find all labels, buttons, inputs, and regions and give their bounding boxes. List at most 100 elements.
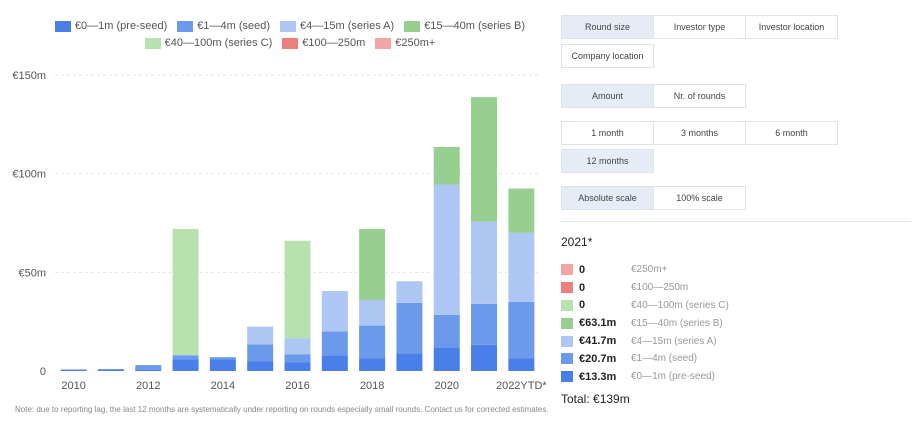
bar-segment[interactable] <box>396 281 423 303</box>
round-size-button[interactable]: Round size <box>561 15 654 39</box>
y-tick-label: €150m <box>12 70 46 82</box>
period-row: 1 month 3 months 6 month <box>561 121 911 145</box>
legend-row-1: €0—1m (pre-seed) €1—4m (seed) €4—15m (se… <box>54 20 525 32</box>
chart-area: €0—1m (pre-seed) €1—4m (seed) €4—15m (se… <box>12 20 548 414</box>
bar-segment[interactable] <box>60 369 87 371</box>
bar-segment[interactable] <box>284 362 311 371</box>
legend-label: €40—100m (series C) <box>164 37 273 49</box>
bar-segment[interactable] <box>321 331 348 356</box>
bar-segment[interactable] <box>433 147 460 185</box>
nr-of-rounds-button[interactable]: Nr. of rounds <box>653 84 746 108</box>
bar-segment[interactable] <box>359 228 386 300</box>
company-location-button[interactable]: Company location <box>561 44 654 68</box>
legend-swatch <box>280 20 297 32</box>
summary-swatch <box>561 371 573 383</box>
period-3-months-button[interactable]: 3 months <box>653 121 746 145</box>
legend-item[interactable]: €40—100m (series C) <box>144 37 273 49</box>
legend-item[interactable]: €100—250m <box>282 37 365 49</box>
investor-type-button[interactable]: Investor type <box>653 15 746 39</box>
bar-segment[interactable] <box>396 302 423 354</box>
legend-label: €1—4m (seed) <box>197 20 271 32</box>
bar-segment[interactable] <box>359 299 386 326</box>
summary-item: €63.1m €15—40m (series B) <box>561 314 729 332</box>
period-12-months-button[interactable]: 12 months <box>561 149 654 173</box>
legend-item[interactable]: €250m+ <box>375 37 435 49</box>
legend-item[interactable]: €1—4m (seed) <box>177 20 270 32</box>
summary-label: €40—100m (series C) <box>631 299 729 311</box>
summary-value: €20.7m <box>579 352 617 365</box>
bar-segment[interactable] <box>396 353 423 371</box>
y-tick-label: €100m <box>12 169 46 181</box>
bar-segment[interactable] <box>172 355 199 360</box>
legend-swatch <box>177 20 194 32</box>
bar-segment[interactable] <box>247 344 274 362</box>
x-tick-label: 2010 <box>61 380 85 392</box>
summary-item: €13.3m €0—1m (pre-seed) <box>561 368 729 386</box>
bar-segment[interactable] <box>508 188 535 233</box>
summary-item: €20.7m €1—4m (seed) <box>561 350 729 368</box>
summary-label: €100—250m <box>631 282 689 294</box>
summary-item: €41.7m €4—15m (series A) <box>561 332 729 350</box>
bar-segment[interactable] <box>433 314 460 348</box>
bar-segment[interactable] <box>321 355 348 371</box>
bar-segment[interactable] <box>97 370 124 371</box>
summary-value: €63.1m <box>579 317 617 330</box>
bar-segment[interactable] <box>247 326 274 345</box>
period-6-month-button[interactable]: 6 month <box>745 121 838 145</box>
bar-segment[interactable] <box>284 354 311 363</box>
y-tick-label: €50m <box>18 267 46 279</box>
legend-label: €4—15m (series A) <box>300 20 395 32</box>
bar-segment[interactable] <box>471 344 498 371</box>
investor-location-button[interactable]: Investor location <box>745 15 838 39</box>
bar-segment[interactable] <box>284 240 311 339</box>
summary-swatch <box>561 282 573 294</box>
bar-segment[interactable] <box>508 301 535 359</box>
bar-segment[interactable] <box>209 357 236 360</box>
bar-segment[interactable] <box>508 358 535 371</box>
bar-segment[interactable] <box>284 338 311 355</box>
legend-item[interactable]: €4—15m (series A) <box>280 20 394 32</box>
bar-segment[interactable] <box>135 365 162 371</box>
legend-item[interactable]: €15—40m (series B) <box>404 20 525 32</box>
bar-segment[interactable] <box>508 232 535 302</box>
legend-swatch <box>54 20 71 32</box>
summary-value: €41.7m <box>579 335 617 348</box>
absolute-scale-button[interactable]: Absolute scale <box>561 186 654 210</box>
bar-segment[interactable] <box>359 358 386 371</box>
summary-label: €0—1m (pre-seed) <box>631 371 715 383</box>
summary-value: 0 <box>579 299 586 312</box>
x-tick-label: 2020 <box>434 380 458 392</box>
amount-button[interactable]: Amount <box>561 84 654 108</box>
control-panel: Round size Investor type Investor locati… <box>561 15 911 406</box>
summary-label: €15—40m (series B) <box>631 317 723 329</box>
x-tick-label: 2018 <box>360 380 384 392</box>
legend-label: €0—1m (pre-seed) <box>74 20 168 32</box>
bar-segment[interactable] <box>172 228 199 356</box>
summary-swatch <box>561 335 573 347</box>
legend-row-2: €40—100m (series C) €100—250m €250m+ <box>55 37 525 49</box>
bar-segment[interactable] <box>359 325 386 359</box>
x-tick-label: 2014 <box>211 380 235 392</box>
bar-segment[interactable] <box>471 97 498 222</box>
bar-segment[interactable] <box>471 303 498 345</box>
bar-segment[interactable] <box>135 370 162 371</box>
bar-segment[interactable] <box>321 291 348 332</box>
bar-segment[interactable] <box>172 359 199 371</box>
legend-label: €100—250m <box>302 37 366 49</box>
summary-item: 0 €40—100m (series C) <box>561 297 729 315</box>
bar-segment[interactable] <box>60 370 87 371</box>
bar-segment[interactable] <box>97 369 124 371</box>
bar-segment[interactable] <box>209 359 236 371</box>
x-tick-label: 2012 <box>136 380 160 392</box>
summary-item: 0 €100—250m <box>561 279 729 297</box>
filter-row-2: Company location <box>561 44 911 68</box>
legend-item[interactable]: €0—1m (pre-seed) <box>54 20 168 32</box>
bar-segment[interactable] <box>433 184 460 315</box>
percent-scale-button[interactable]: 100% scale <box>653 186 746 210</box>
period-1-month-button[interactable]: 1 month <box>561 121 654 145</box>
bar-segment[interactable] <box>433 347 460 371</box>
summary-swatch <box>561 317 573 329</box>
scale-row: Absolute scale 100% scale <box>561 186 911 210</box>
bar-segment[interactable] <box>471 221 498 304</box>
bar-segment[interactable] <box>247 361 274 371</box>
